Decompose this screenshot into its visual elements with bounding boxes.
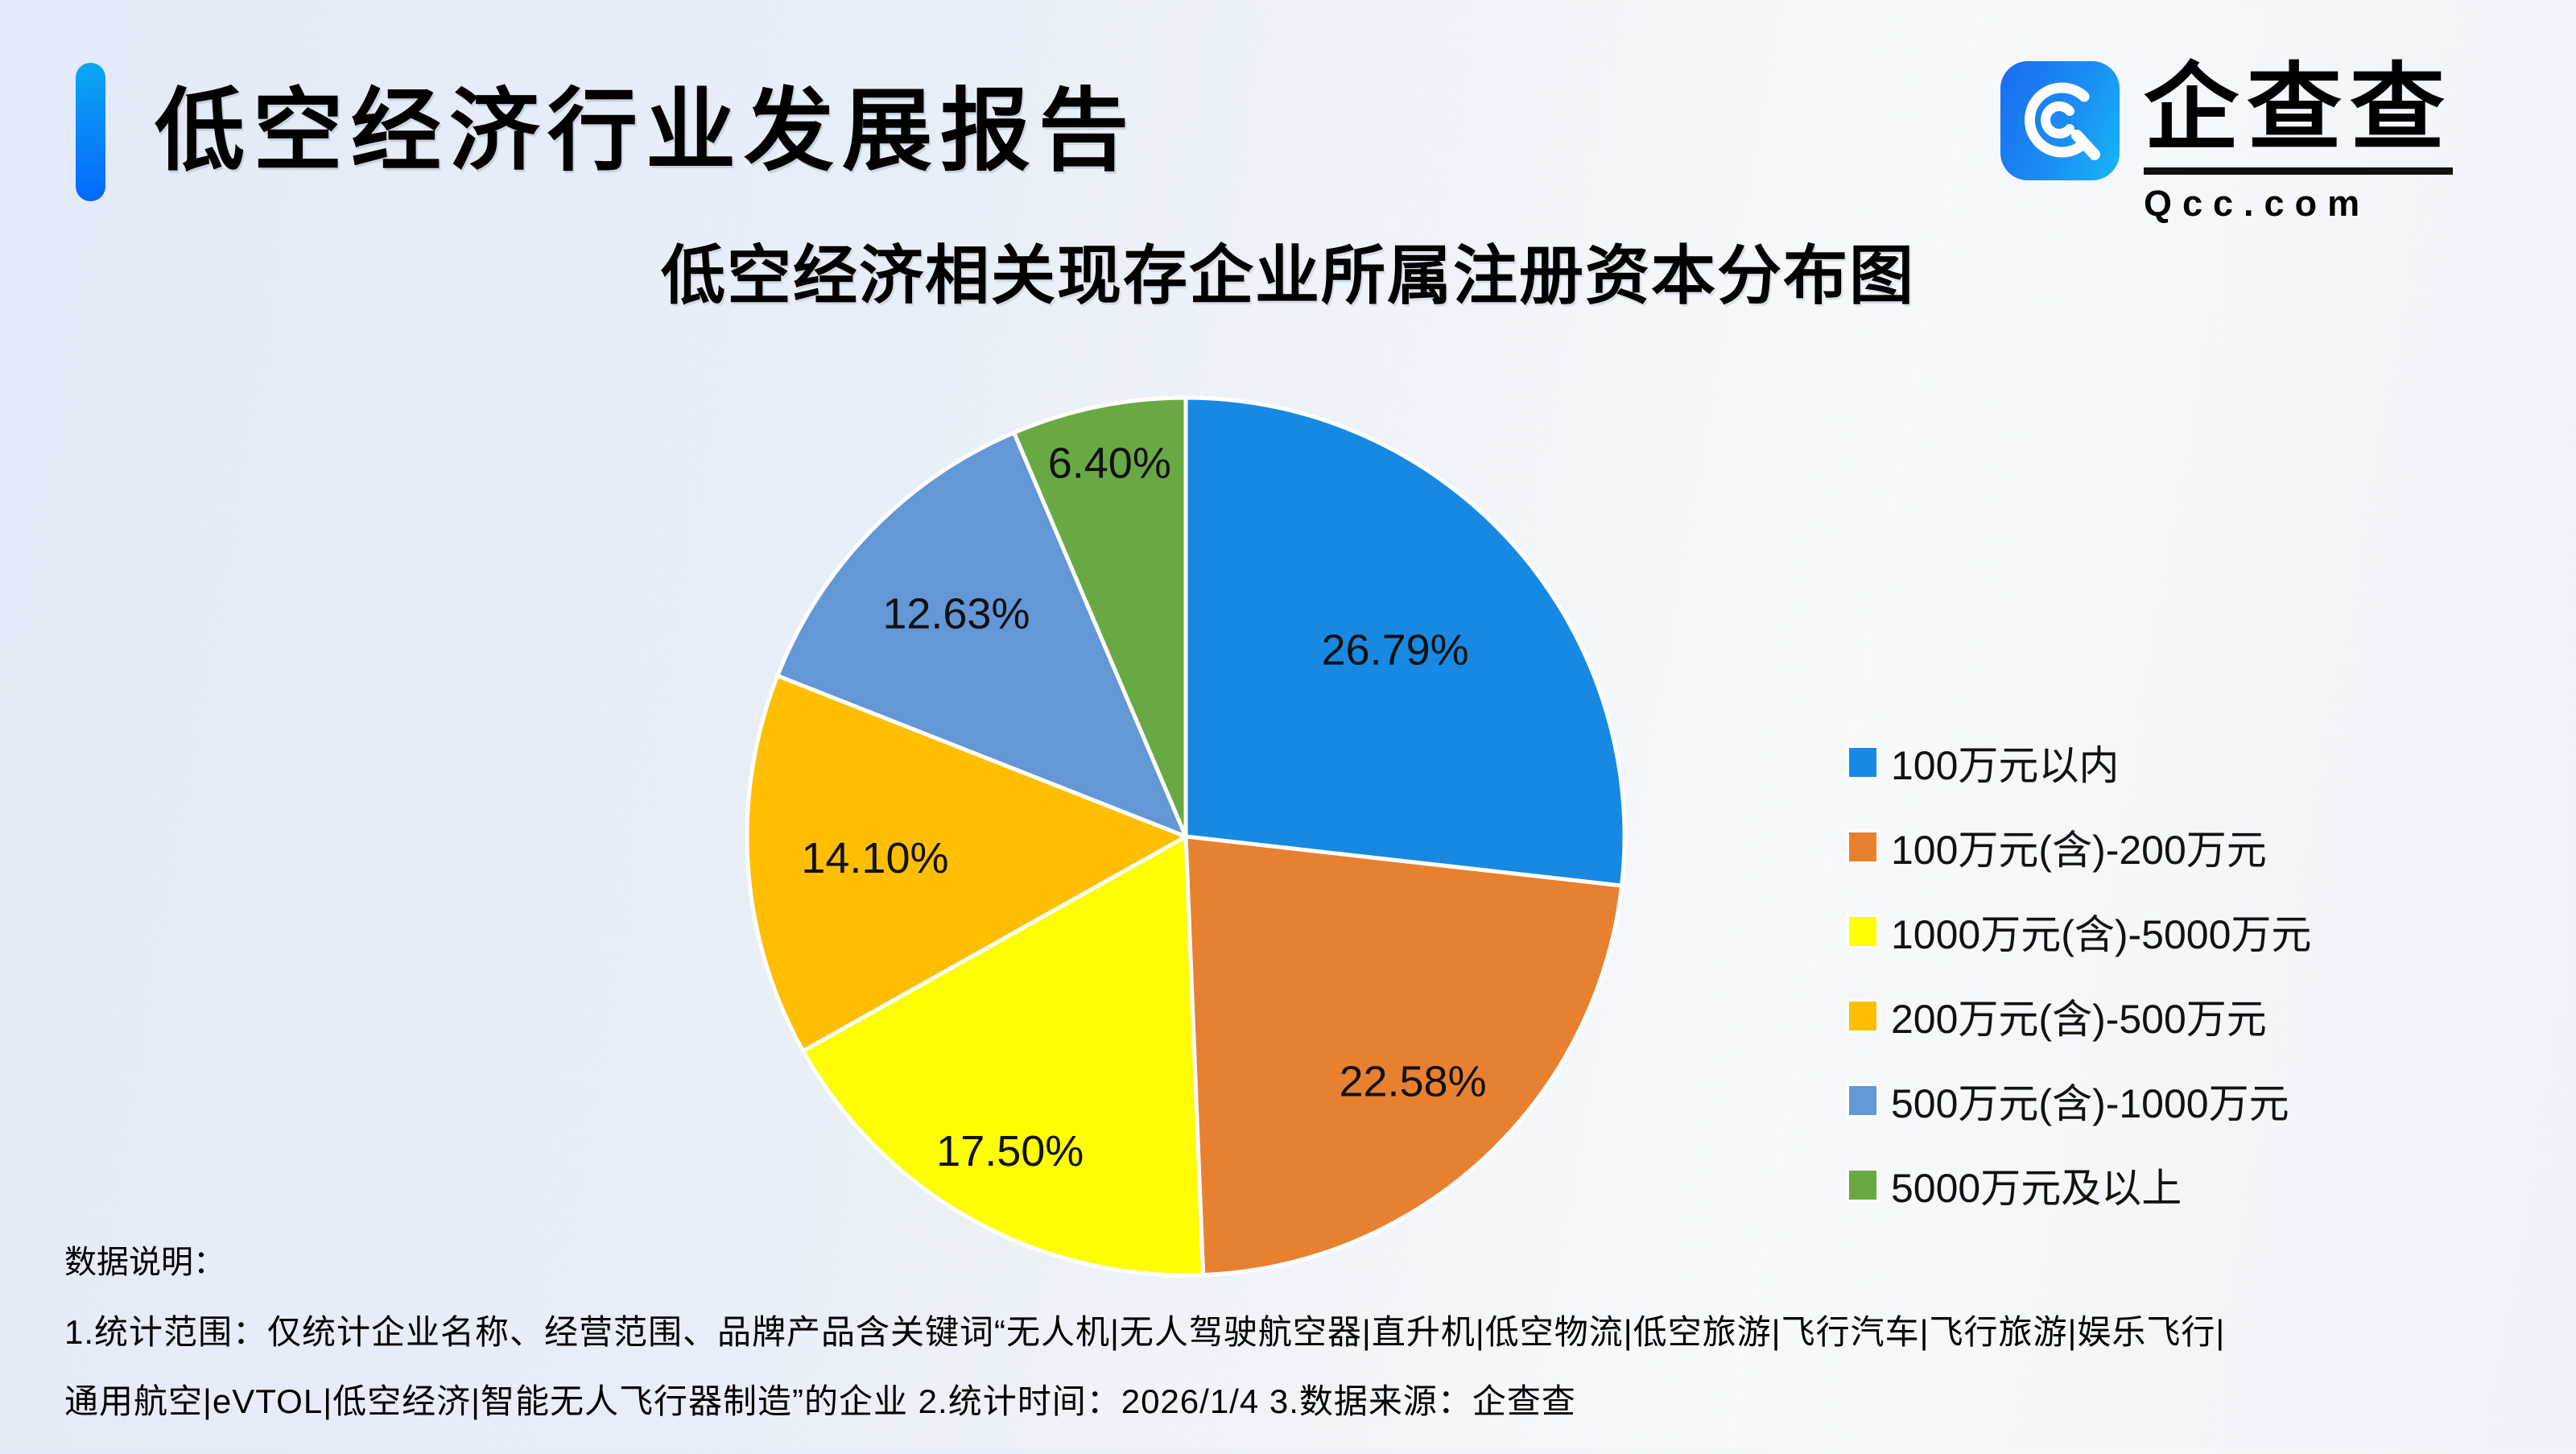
brand-underline: [2144, 167, 2454, 175]
brand-name: 企查查: [2144, 56, 2454, 162]
legend-item: 500万元(含)-1000万元: [1849, 1058, 2311, 1142]
qcc-logo-icon: [2000, 61, 2120, 180]
legend-label: 5000万元及以上: [1891, 1165, 2182, 1211]
report-title: 低空经济行业发展报告: [155, 81, 1137, 181]
slice-percent-label: 12.63%: [882, 589, 1030, 638]
legend-marker: [1849, 747, 1876, 777]
slice-percent-label: 17.50%: [936, 1127, 1084, 1175]
slice-percent-label: 14.10%: [801, 834, 948, 882]
slice-percent-label: 22.58%: [1339, 1057, 1486, 1105]
slice-percent-label: 6.40%: [1048, 439, 1171, 487]
qcc-brand: 企查查 Qcc.com: [2000, 56, 2454, 225]
legend-marker: [1849, 1170, 1876, 1200]
data-notes-line-1: 1.统计范围：仅统计企业名称、经营范围、品牌产品含关键词“无人机|无人驾驶航空器…: [64, 1313, 2226, 1351]
data-notes-line-2: 通用航空|eVTOL|低空经济|智能无人飞行器制造”的企业 2.统计时间：202…: [64, 1382, 1576, 1420]
slice-percent-label: 26.79%: [1322, 626, 1469, 675]
brand-domain: Qcc.com: [2144, 183, 2371, 224]
data-notes-heading: 数据说明：: [64, 1245, 225, 1280]
pie-chart-svg: 26.79% 22.58% 17.50% 14.10% 12.63% 6.40%: [745, 395, 1627, 1278]
pie-slice-5: [775, 430, 1188, 839]
legend-marker: [1849, 1001, 1876, 1031]
pie-slice-6: [1012, 395, 1188, 839]
legend-label: 1000万元(含)-5000万元: [1891, 911, 2312, 957]
legend-label: 100万元以内: [1891, 742, 2120, 788]
legend-marker: [1849, 1085, 1876, 1115]
pie-slice-3: [801, 834, 1206, 1278]
data-notes: 数据说明： 1.统计范围：仅统计企业名称、经营范围、品牌产品含关键词“无人机|无…: [64, 1246, 2528, 1454]
legend-label: 200万元(含)-500万元: [1891, 996, 2267, 1042]
legend-label: 100万元(含)-200万元: [1891, 827, 2267, 873]
legend-item: 5000万元及以上: [1849, 1142, 2311, 1227]
pie-slice-4: [745, 673, 1188, 1053]
pie-chart: 26.79% 22.58% 17.50% 14.10% 12.63% 6.40%: [708, 359, 1663, 1314]
pie-slice-1: [1183, 395, 1627, 888]
chart-title: 低空经济相关现存企业所属注册资本分布图: [661, 240, 1915, 312]
brand-text: 企查查 Qcc.com: [2144, 56, 2454, 225]
legend-marker: [1849, 916, 1876, 946]
legend-label: 500万元(含)-1000万元: [1891, 1080, 2289, 1126]
legend-item: 200万元(含)-500万元: [1849, 973, 2311, 1058]
pie-slice-2: [1183, 834, 1624, 1278]
legend-item: 100万元(含)-200万元: [1849, 804, 2311, 889]
legend-item: 100万元以内: [1849, 720, 2311, 804]
legend: 100万元以内 100万元(含)-200万元 1000万元(含)-5000万元 200…: [1849, 720, 2311, 1227]
legend-item: 1000万元(含)-5000万元: [1849, 889, 2311, 973]
legend-marker: [1849, 832, 1876, 861]
title-accent-bar: [76, 63, 105, 201]
